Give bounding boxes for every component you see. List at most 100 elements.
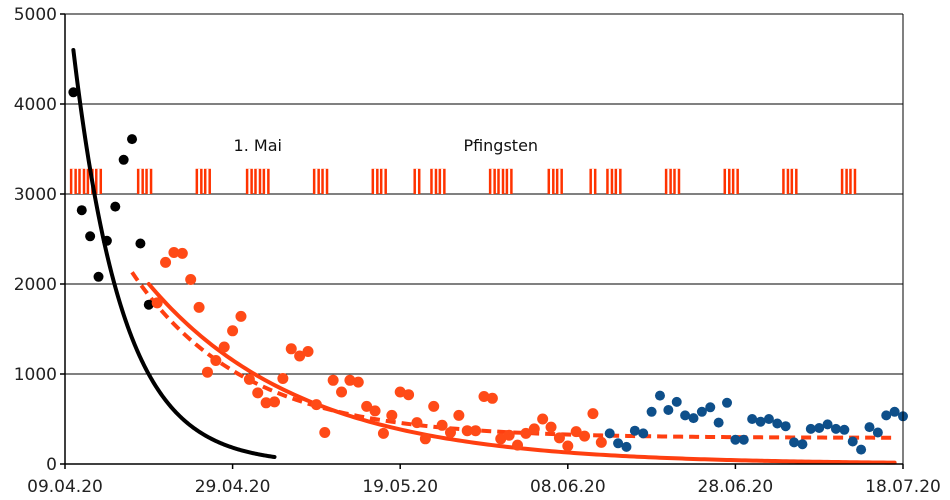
marker-band: [69, 168, 857, 194]
point-orange-points-16: [285, 343, 297, 355]
marker-bar-gap-23: [591, 168, 594, 194]
marker-bar-gap-27: [675, 168, 678, 194]
marker-bar-gap-2: [89, 168, 92, 194]
marker-bar-gap-12: [323, 168, 326, 194]
point-orange-points-45: [528, 423, 540, 435]
point-orange-points-48: [553, 432, 565, 444]
axes: [60, 13, 904, 469]
marker-bar-gap-10: [265, 168, 268, 194]
point-black-points-1: [76, 205, 87, 216]
marker-bar-gap-30: [784, 168, 787, 194]
point-blue-points-4: [638, 428, 649, 439]
point-blue-points-11: [696, 406, 707, 417]
point-blue-points-8: [671, 396, 682, 407]
x-tick-label: 19.05.20: [362, 477, 438, 497]
point-orange-points-42: [503, 429, 515, 441]
point-orange-points-14: [269, 396, 280, 408]
point-orange-points-51: [579, 430, 591, 442]
x-tick-label: 08.06.20: [530, 477, 606, 497]
marker-bar-gap-22: [558, 168, 561, 194]
point-blue-points-3: [629, 425, 640, 436]
marker-bar-gap-14: [382, 168, 385, 194]
point-orange-points-39: [478, 391, 490, 402]
curve-orange-dashed-fit: [130, 271, 895, 440]
point-blue-points-33: [881, 410, 892, 421]
marker-bar-gap-1: [80, 168, 83, 194]
marker-bar-gap-11: [315, 168, 318, 194]
point-blue-points-0: [604, 428, 615, 439]
point-orange-points-1: [160, 256, 172, 268]
point-orange-points-40: [486, 392, 498, 404]
point-blue-points-23: [797, 439, 808, 450]
point-blue-points-20: [772, 418, 783, 429]
point-orange-points-20: [319, 427, 331, 438]
marker-bar-gap-3: [97, 168, 100, 194]
point-blue-points-19: [763, 414, 774, 424]
y-tick-label: 5000: [14, 5, 57, 25]
point-black-points-4: [101, 235, 112, 246]
point-orange-points-24: [352, 376, 364, 388]
x-tick-label: 29.04.20: [195, 477, 271, 497]
marker-bar-gap-20: [508, 168, 511, 194]
point-black-points-9: [143, 299, 154, 310]
curve-black-fit: [71, 48, 277, 459]
point-blue-points-6: [654, 390, 665, 401]
marker-bar-gap-33: [851, 168, 854, 194]
marker-bar-gap-17: [441, 168, 444, 194]
point-orange-points-15: [277, 373, 289, 384]
point-blue-points-18: [755, 416, 766, 427]
point-orange-points-49: [562, 440, 574, 452]
point-orange-points-23: [344, 374, 356, 386]
y-tick-label: 1000: [14, 365, 57, 385]
point-blue-points-25: [814, 423, 825, 433]
point-orange-points-9: [227, 325, 239, 337]
point-orange-points-12: [252, 387, 264, 399]
point-blue-points-13: [713, 417, 724, 428]
point-orange-points-7: [210, 355, 222, 366]
point-blue-points-14: [722, 397, 733, 408]
marker-bar-gap-31: [793, 168, 796, 194]
annotation-label: 1. Mai: [234, 136, 282, 155]
point-blue-points-24: [805, 423, 816, 434]
point-blue-points-32: [872, 427, 883, 438]
point-black-points-2: [85, 231, 96, 242]
point-orange-points-10: [235, 310, 247, 322]
marker-bar-gap-15: [415, 168, 418, 194]
point-orange-points-4: [185, 274, 197, 285]
point-orange-points-3: [176, 247, 188, 259]
point-orange-points-46: [537, 413, 549, 425]
point-orange-points-33: [428, 400, 440, 412]
point-orange-points-18: [302, 346, 314, 357]
point-blue-points-5: [646, 406, 657, 417]
point-orange-points-31: [411, 417, 423, 429]
point-blue-points-30: [856, 444, 867, 455]
x-tick-label: 28.06.20: [698, 477, 774, 497]
gridlines: [65, 13, 903, 375]
point-blue-points-10: [688, 413, 699, 424]
marker-bar-gap-5: [147, 168, 150, 194]
point-blue-points-27: [830, 423, 841, 434]
point-black-points-3: [93, 271, 104, 282]
point-black-points-0: [68, 87, 79, 98]
point-orange-points-17: [294, 350, 306, 362]
point-orange-points-5: [193, 301, 205, 313]
x-tick-label: 09.04.20: [27, 477, 103, 497]
point-orange-points-32: [419, 433, 431, 445]
point-blue-points-26: [822, 419, 833, 430]
marker-bar-gap-25: [617, 168, 620, 194]
marker-bar-gap-16: [432, 168, 435, 194]
point-orange-points-35: [444, 427, 456, 438]
y-tick-label: 3000: [14, 185, 57, 205]
marker-bar-gap-21: [550, 168, 553, 194]
point-orange-points-19: [310, 399, 322, 411]
point-orange-points-29: [394, 386, 406, 398]
point-blue-points-1: [613, 438, 624, 449]
point-orange-points-8: [218, 341, 230, 353]
point-orange-points-27: [377, 427, 389, 439]
point-orange-points-44: [520, 427, 532, 439]
annotations: 1. Mai Pfingsten: [234, 136, 539, 155]
marker-bar-gap-0: [72, 168, 75, 194]
point-orange-points-52: [587, 408, 599, 420]
marker-bar-gap-32: [843, 168, 846, 194]
point-orange-points-37: [461, 425, 473, 437]
